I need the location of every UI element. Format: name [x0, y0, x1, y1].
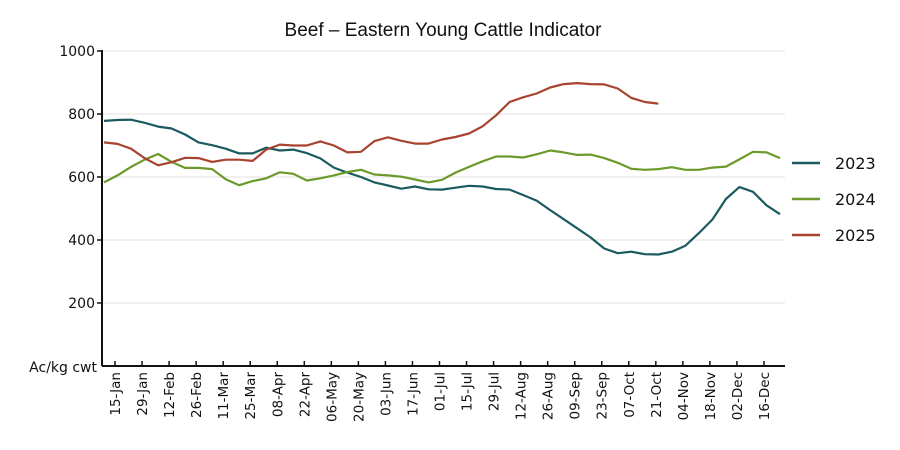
x-tick-label: 29-Jul: [487, 372, 503, 411]
x-tick-label: 03-Jun: [378, 372, 394, 416]
x-axis-ticks: 15-Jan 29-Jan 12-Feb 26-Feb 11-Mar 25-Mar 08-A…: [108, 361, 773, 422]
y-tick-label: 400: [68, 233, 95, 249]
x-tick-label: 22-Apr: [297, 372, 313, 418]
x-tick-label: 04-Nov: [676, 372, 692, 420]
x-tick-label: 20-May: [351, 372, 367, 422]
x-tick-label: 26-Aug: [541, 372, 557, 420]
y-tick-label: 1000: [59, 44, 95, 60]
x-tick-label: 12-Aug: [514, 372, 530, 420]
x-tick-label: 02-Dec: [730, 372, 746, 420]
x-tick-label: 12-Feb: [162, 372, 178, 418]
series-line-2025: [103, 81, 659, 167]
x-tick-label: 15-Jul: [460, 372, 476, 411]
legend-label-2025: 2025: [835, 226, 876, 245]
series-line-2023: [103, 118, 781, 256]
x-tick-label: 08-Apr: [270, 372, 286, 418]
legend-label-2023: 2023: [835, 154, 876, 173]
y-tick-label: 200: [68, 296, 95, 312]
x-tick-label: 15-Jan: [108, 372, 124, 416]
x-tick-label: 09-Sep: [568, 372, 584, 420]
x-tick-label: 17-Jun: [405, 372, 421, 416]
x-tick-label: 23-Sep: [595, 372, 611, 420]
gridlines: [102, 50, 785, 304]
x-tick-label: 26-Feb: [189, 372, 205, 418]
x-tick-label: 16-Dec: [757, 372, 773, 420]
legend: 2023 2024 2025: [792, 154, 876, 245]
x-tick-label: 07-Oct: [622, 372, 638, 418]
x-tick-label: 01-Jul: [433, 372, 449, 411]
x-tick-label: 25-Mar: [243, 372, 259, 420]
series-lines: [103, 81, 781, 256]
x-tick-label: 11-Mar: [216, 372, 232, 420]
x-tick-label: 21-Oct: [649, 372, 665, 418]
y-tick-label: 600: [68, 170, 95, 186]
y-axis-ticks: 200 400 600 800 1000: [59, 44, 102, 312]
x-tick-label: 06-May: [324, 372, 340, 422]
series-line-2024: [103, 149, 781, 187]
axes: [101, 50, 785, 367]
legend-label-2024: 2024: [835, 190, 876, 209]
y-axis-label: Ac/kg cwt: [29, 360, 97, 376]
x-tick-label: 18-Nov: [703, 372, 719, 420]
x-tick-label: 29-Jan: [135, 372, 151, 416]
y-tick-label: 800: [68, 107, 95, 123]
chart-title: Beef – Eastern Young Cattle Indicator: [285, 20, 603, 41]
